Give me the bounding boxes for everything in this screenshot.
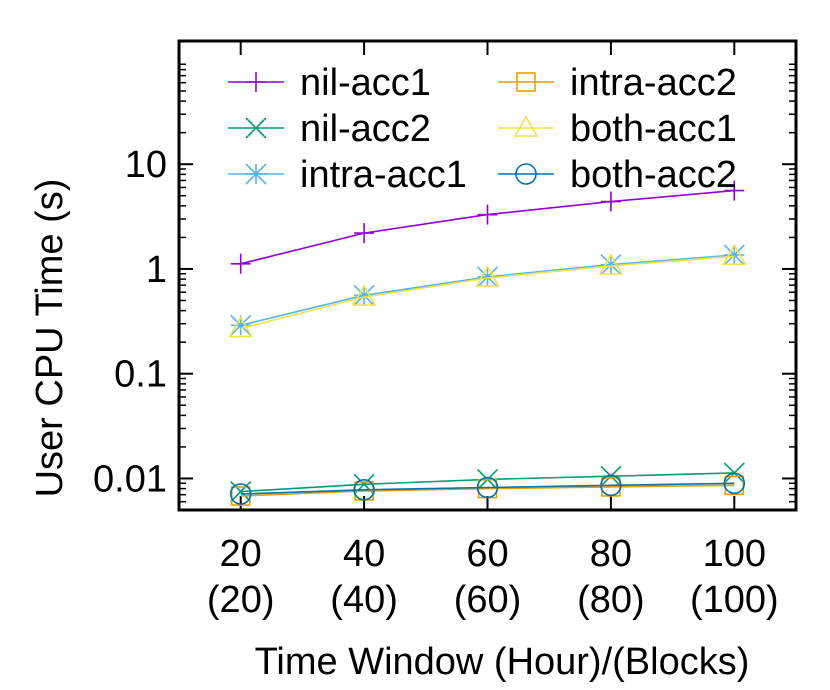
legend-label: both-acc2 [570, 154, 737, 196]
legend-item: intra-acc1 [228, 154, 467, 196]
legend-label: both-acc1 [570, 108, 737, 150]
data-point [475, 265, 500, 287]
x-tick-sublabel: (60) [454, 579, 522, 621]
legend-item: nil-acc2 [228, 108, 431, 150]
legend-item: both-acc1 [498, 108, 737, 150]
x-tick-sublabel: (100) [690, 579, 779, 621]
legend-swatch-marker [246, 72, 266, 92]
x-tick-label: 80 [590, 533, 632, 575]
x-tick-label: 40 [343, 533, 385, 575]
data-point [228, 315, 254, 338]
data-point [721, 243, 747, 266]
x-tick-sublabel: (40) [330, 579, 398, 621]
legend-swatch-marker [513, 115, 539, 137]
legend-label: nil-acc2 [300, 108, 431, 150]
plot-frame [177, 39, 798, 512]
series-line [240, 484, 735, 497]
y-tick-label: 10 [125, 144, 167, 186]
axis-ticks: 10 1 0.1 0.01 20(20) 40(40) 60(60) 80(80) 100(10… [93, 41, 796, 621]
x-tick-sublabel: (80) [577, 579, 645, 621]
x-axis-label: Time Window (Hour)/(Blocks) [255, 641, 750, 683]
series-line [240, 189, 735, 265]
y-tick-label: 0.1 [114, 354, 167, 396]
series-lines [228, 180, 747, 506]
data-point [353, 284, 375, 306]
series-both-acc1 [228, 243, 747, 338]
legend: nil-acc1nil-acc2intra-acc1intra-acc2both… [228, 62, 737, 196]
x-tick-label: 20 [220, 533, 262, 575]
series-both-acc2 [229, 472, 746, 505]
data-point [230, 486, 251, 506]
series-intra-acc1 [230, 244, 745, 336]
data-point [229, 483, 252, 505]
data-point [723, 244, 745, 266]
data-point [598, 253, 624, 275]
x-tick-sublabel: (20) [207, 579, 275, 621]
legend-swatch-marker [516, 72, 536, 92]
data-point [476, 476, 499, 499]
data-point [230, 314, 252, 336]
series-nil-acc2 [230, 462, 745, 503]
series-nil-acc1 [230, 180, 745, 274]
y-tick-label: 1 [146, 249, 167, 291]
legend-item: nil-acc1 [228, 62, 431, 104]
data-point [724, 180, 745, 201]
data-point [477, 204, 498, 225]
legend-label: nil-acc1 [300, 62, 431, 104]
legend-swatch-marker [515, 163, 537, 185]
legend-label: intra-acc2 [570, 62, 737, 104]
data-point [723, 472, 746, 495]
legend-label: intra-acc1 [300, 154, 467, 196]
series-line [240, 255, 735, 330]
y-axis-label: User CPU Time (s) [29, 179, 71, 498]
data-point [353, 478, 375, 501]
data-point [351, 284, 377, 306]
data-point [600, 191, 621, 212]
x-tick-label: 60 [466, 533, 508, 575]
y-tick-label: 0.01 [93, 458, 167, 500]
legend-swatch-marker [245, 163, 267, 185]
data-point [600, 474, 622, 497]
legend-swatch-marker [245, 117, 267, 139]
data-point [354, 223, 375, 244]
data-point [230, 480, 252, 503]
series-line [240, 482, 735, 495]
data-point [600, 465, 622, 487]
x-tick-label: 100 [703, 533, 766, 575]
legend-item: both-acc2 [498, 154, 737, 196]
legend-item: intra-acc2 [498, 62, 737, 104]
data-point [230, 253, 251, 274]
